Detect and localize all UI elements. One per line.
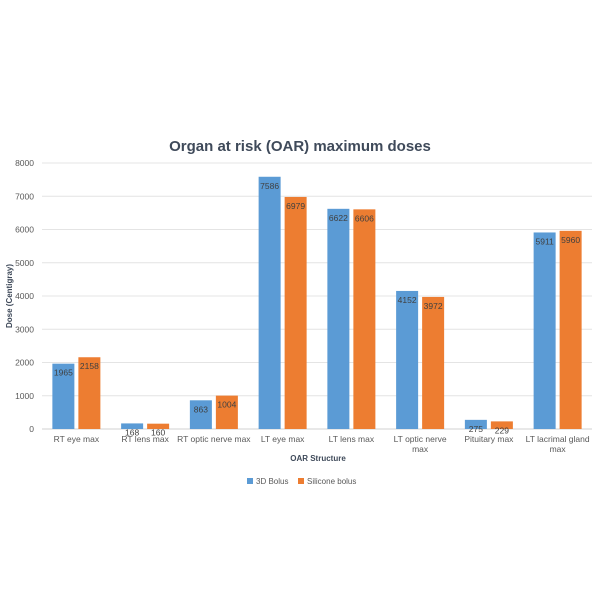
y-tick-label: 1000	[15, 391, 34, 401]
y-tick-label: 0	[29, 424, 34, 434]
x-tick-label: LT optic nerve	[394, 434, 447, 444]
x-tick-label: LT eye max	[261, 434, 305, 444]
gridlines	[42, 162, 592, 430]
legend-label: 3D Bolus	[256, 477, 288, 486]
legend: 3D Bolus Silicone bolus	[247, 477, 356, 486]
bar-3d-bolus	[464, 419, 487, 429]
y-tick-label: 5000	[15, 258, 34, 268]
bar-silicone-bolus	[490, 421, 513, 429]
x-tick-label: LT lacrimal gland	[526, 434, 590, 444]
x-tick-label: max	[550, 444, 567, 454]
bar-3d-bolus	[258, 176, 281, 429]
data-label: 1965	[54, 368, 73, 378]
legend-swatch	[247, 478, 253, 484]
data-label: 5960	[561, 235, 580, 245]
y-tick-label: 3000	[15, 324, 34, 334]
data-label: 6606	[355, 213, 374, 223]
bar-silicone-bolus	[559, 230, 582, 429]
data-label: 2158	[80, 361, 99, 371]
bars	[52, 176, 582, 429]
legend-item-silicone-bolus: Silicone bolus	[298, 477, 356, 486]
x-tick-label: RT optic nerve max	[177, 434, 251, 444]
bar-3d-bolus	[52, 363, 75, 429]
bar-silicone-bolus	[78, 357, 101, 429]
y-axis-ticks: 0 1000 2000 3000 4000 5000 6000 7000 8000	[15, 158, 34, 434]
data-label: 5911	[535, 236, 554, 246]
data-label: 4152	[398, 295, 417, 305]
data-label: 6979	[286, 201, 305, 211]
data-label: 1004	[217, 400, 236, 410]
data-label: 168	[125, 427, 139, 437]
x-tick-label: Pituitary max	[464, 434, 514, 444]
data-label: 3972	[424, 301, 443, 311]
legend-item-3d-bolus: 3D Bolus	[247, 477, 288, 486]
y-tick-label: 7000	[15, 191, 34, 201]
bar-3d-bolus	[396, 290, 419, 429]
legend-swatch	[298, 478, 304, 484]
bar-silicone-bolus	[147, 423, 170, 429]
x-axis-title: OAR Structure	[290, 454, 346, 463]
data-label: 863	[194, 404, 208, 414]
data-labels: 1965 2158 168 160 863 1004 7586 6979 6622 6606 415…	[54, 181, 580, 438]
bar-3d-bolus	[121, 423, 144, 429]
x-axis-ticks: RT eye max RT lens max RT optic nerve max L…	[54, 434, 590, 454]
data-label: 7586	[260, 181, 279, 191]
data-label: 275	[469, 424, 483, 434]
legend-label: Silicone bolus	[307, 477, 356, 486]
x-tick-label: LT lens max	[329, 434, 375, 444]
y-tick-label: 6000	[15, 225, 34, 235]
data-label: 6622	[329, 213, 348, 223]
data-label: 229	[495, 425, 509, 435]
bar-3d-bolus	[327, 208, 350, 429]
x-tick-label: max	[412, 444, 429, 454]
x-tick-label: RT lens max	[121, 434, 169, 444]
x-tick-label: RT eye max	[54, 434, 100, 444]
y-tick-label: 8000	[15, 158, 34, 168]
chart-title: Organ at risk (OAR) maximum doses	[169, 138, 431, 155]
bar-silicone-bolus	[353, 209, 376, 429]
bar-silicone-bolus	[284, 196, 307, 429]
y-tick-label: 4000	[15, 291, 34, 301]
data-label: 160	[151, 428, 165, 438]
bar-3d-bolus	[533, 232, 556, 429]
y-tick-label: 2000	[15, 358, 34, 368]
bar-3d-bolus	[189, 400, 212, 429]
y-axis-title: Dose (Centigray)	[5, 264, 14, 328]
bar-silicone-bolus	[422, 296, 445, 429]
bar-silicone-bolus	[215, 395, 238, 429]
